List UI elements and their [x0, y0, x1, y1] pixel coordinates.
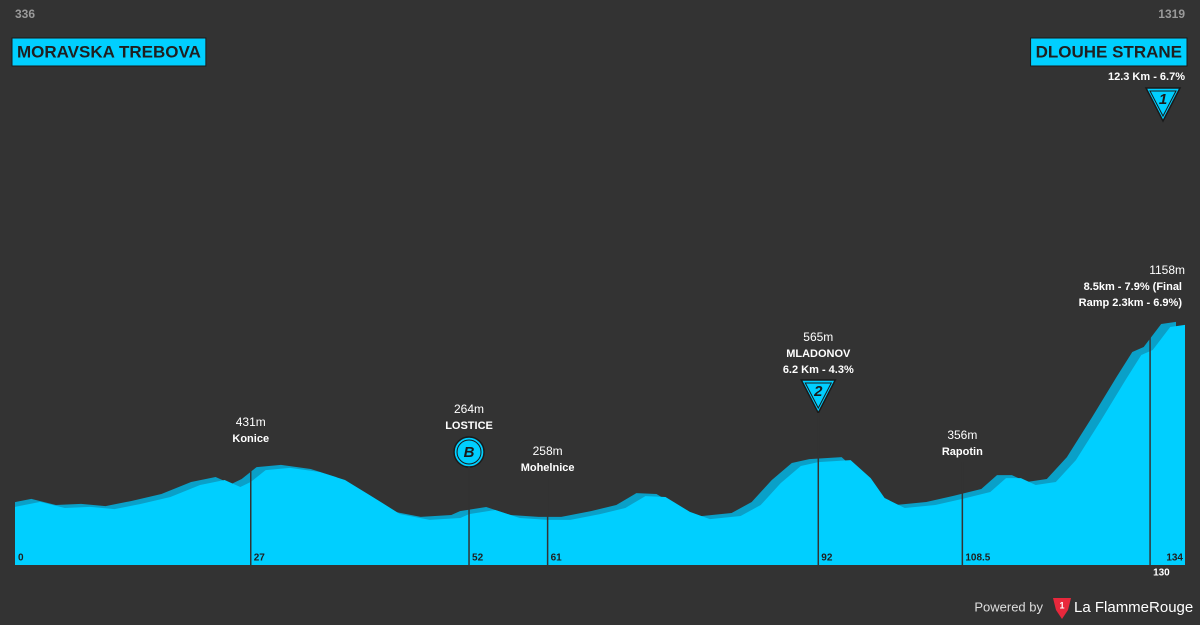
point-elevation: 565m	[803, 330, 833, 344]
x-tick-label: 134	[1166, 553, 1183, 564]
profile-clip-left	[0, 480, 15, 570]
point-name: Rapotin	[942, 446, 983, 458]
location-name: MORAVSKA TREBOVA	[17, 42, 201, 61]
point-elevation: 431m	[236, 415, 266, 429]
climb-badge	[800, 379, 837, 415]
brand-logo	[1053, 598, 1071, 619]
climb-badge-inner	[1149, 90, 1177, 118]
point-elevation: 258m	[533, 444, 563, 458]
profile-area	[15, 324, 1185, 565]
x-tick-label: 27	[254, 553, 266, 564]
brand-logo-number: 1	[1059, 600, 1064, 610]
x-tick-label: 0	[18, 553, 24, 564]
climb-category: 1	[1159, 91, 1167, 108]
climb-badge	[1144, 87, 1182, 123]
location-box	[1030, 37, 1188, 67]
point-climb: Ramp 2.3km - 6.9%)	[1079, 297, 1183, 309]
point-climb: 8.5km - 7.9% (Final	[1084, 281, 1182, 293]
finish-elevation: 1319	[1158, 7, 1185, 21]
x-tick-label: 52	[472, 553, 484, 564]
brand-name: La FlammeRouge	[1074, 599, 1193, 616]
point-name: Konice	[232, 433, 269, 445]
x-tick-label: 108.5	[965, 553, 990, 564]
point-name: LOSTICE	[445, 420, 493, 432]
x-tick-label: 92	[821, 553, 833, 564]
start-elevation: 336	[15, 7, 35, 21]
point-climb: 6.2 Km - 4.3%	[783, 364, 854, 376]
powered-by: Powered by	[974, 599, 1043, 614]
x-tick-label: 130	[1153, 568, 1170, 579]
location-name: DLOUHE STRANE	[1036, 42, 1182, 61]
point-elevation: 264m	[454, 402, 484, 416]
sprint-label: B	[464, 444, 475, 461]
location-box	[11, 37, 207, 67]
climb-category: 2	[813, 383, 823, 400]
finish-climb: 12.3 Km - 6.7%	[1108, 71, 1185, 83]
point-elevation: 356m	[947, 428, 977, 442]
point-name: Mohelnice	[521, 462, 575, 474]
x-tick-label: 61	[551, 553, 563, 564]
point-elevation: 1158m	[1149, 263, 1185, 277]
sprint-badge-inner	[456, 439, 482, 465]
climb-badge-inner	[804, 382, 833, 410]
point-name: MLADONOV	[786, 348, 851, 360]
